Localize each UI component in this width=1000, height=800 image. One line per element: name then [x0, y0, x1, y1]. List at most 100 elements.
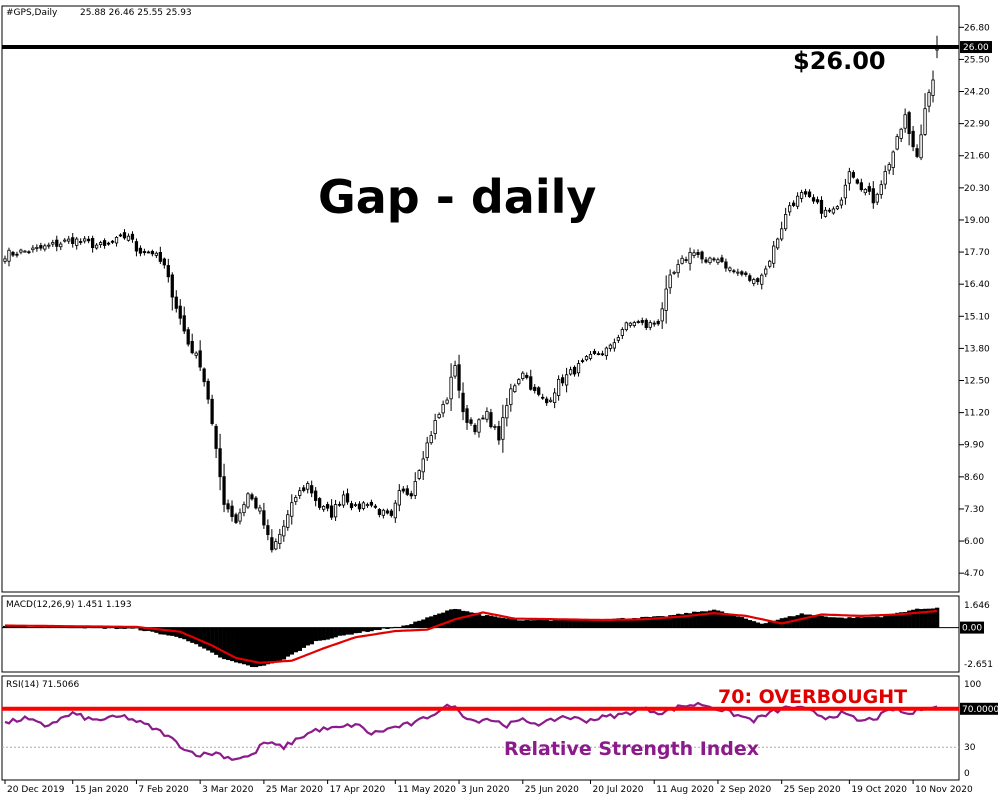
- candle-body: [206, 380, 210, 400]
- macd-histogram-bar: [249, 627, 255, 668]
- price-tick-label: 16.40: [964, 280, 990, 290]
- macd-histogram-bar: [672, 614, 677, 628]
- macd-tick-label: 1.646: [964, 601, 990, 611]
- candle-body: [521, 372, 525, 379]
- candle-body: [871, 188, 875, 204]
- candle-body: [748, 275, 752, 281]
- candle-body: [513, 385, 517, 393]
- candle-body: [35, 246, 39, 249]
- macd-histogram-bar: [381, 627, 386, 629]
- macd-histogram-bar: [516, 620, 522, 628]
- macd-histogram-bar: [210, 627, 215, 653]
- price-tick-label: 22.90: [964, 120, 990, 130]
- macd-histogram-bar: [301, 627, 307, 648]
- macd-histogram-bar: [297, 627, 303, 651]
- candle-body: [122, 232, 127, 239]
- candle-body: [314, 490, 318, 501]
- candle-body: [469, 419, 473, 424]
- candle-body: [529, 376, 533, 390]
- candle-body: [453, 365, 457, 377]
- candle-body: [549, 399, 553, 402]
- price-tick-label: 24.20: [964, 88, 990, 98]
- macd-histogram-bar: [871, 616, 876, 628]
- price-tick-label: 26.80: [964, 23, 990, 33]
- x-tick-label: 17 Apr 2020: [330, 785, 386, 795]
- macd-histogram-bar: [345, 627, 350, 635]
- candle-body: [660, 308, 664, 322]
- macd-histogram-bar: [357, 627, 362, 633]
- candle-body: [592, 350, 597, 354]
- candle-body: [568, 369, 573, 375]
- overbought-annotation: 70: OVERBOUGHT: [718, 686, 907, 708]
- macd-histogram-bar: [735, 616, 741, 628]
- price-tick-label: 19.00: [964, 216, 990, 226]
- candle-body: [533, 386, 537, 391]
- macd-histogram-bar: [692, 611, 697, 628]
- candle-body: [803, 191, 808, 195]
- macd-histogram-bar: [831, 617, 836, 628]
- y-axis-ticks: 26.80 25.50 24.20 22.90 21.60 20.30 19.00 17.70…: [960, 23, 999, 779]
- candle-body: [883, 171, 887, 185]
- macd-histogram-bar: [110, 627, 115, 629]
- x-tick-label: 10 Nov 2020: [915, 785, 973, 795]
- macd-histogram-bar: [377, 627, 382, 630]
- candle-body: [672, 271, 676, 274]
- macd-histogram-bar: [488, 615, 494, 628]
- candle-body: [620, 329, 624, 336]
- macd-histogram-bar: [130, 627, 135, 629]
- candle-body: [118, 234, 123, 237]
- candle-body: [182, 315, 186, 332]
- macd-histogram-bar: [540, 620, 545, 628]
- macd-histogram-bar: [556, 620, 561, 628]
- candle-body: [349, 503, 354, 509]
- candle-body: [298, 490, 302, 496]
- price-tick-label: 12.50: [964, 377, 990, 387]
- macd-histogram-bar: [385, 627, 390, 629]
- candle-body: [704, 259, 708, 263]
- candle-body: [799, 192, 804, 199]
- macd-histogram-bar: [313, 627, 318, 642]
- candle-body: [7, 249, 11, 262]
- macd-histogram-bar: [38, 626, 44, 628]
- macd-histogram-bar: [433, 614, 438, 628]
- macd-histogram-bar: [751, 621, 757, 628]
- x-tick-label: 25 Jun 2020: [525, 785, 579, 795]
- macd-histogram-bar: [293, 627, 299, 653]
- candle-body: [752, 279, 756, 284]
- macd-histogram-bar: [839, 617, 844, 628]
- macd-histogram-bar: [86, 627, 91, 628]
- macd-histogram-bar: [445, 610, 450, 628]
- rsi-tick-label: 30: [964, 743, 976, 753]
- candle-body: [493, 426, 497, 428]
- macd-histogram-bar: [588, 619, 593, 628]
- candle-body: [166, 265, 170, 278]
- candle-body: [923, 108, 927, 135]
- macd-histogram-bar: [600, 619, 605, 628]
- candle-body: [322, 506, 326, 510]
- macd-histogram-bar: [122, 627, 127, 629]
- macd-histogram-bar: [476, 614, 482, 628]
- candle-body: [640, 320, 644, 323]
- macd-histogram-bar: [700, 611, 705, 628]
- candle-body: [632, 322, 636, 326]
- candle-body: [740, 271, 744, 275]
- candle-body: [254, 497, 258, 509]
- macd-histogram-bar: [795, 615, 800, 628]
- candle-body: [465, 408, 469, 423]
- macd-histogram-bar: [528, 620, 534, 628]
- macd-histogram-bar: [843, 618, 848, 628]
- macd-histogram-bar: [827, 617, 832, 628]
- x-tick-label: 25 Mar 2020: [266, 785, 323, 795]
- price-tick-label: 11.20: [964, 409, 990, 419]
- candle-body: [875, 193, 879, 203]
- candle-body: [63, 239, 67, 242]
- macd-histogram-bar: [715, 610, 721, 628]
- macd-histogram-bar: [269, 627, 275, 664]
- candle-body: [3, 258, 7, 262]
- macd-histogram-bar: [576, 619, 581, 628]
- macd-histogram-bar: [743, 618, 749, 628]
- rsi-caption: Relative Strength Index: [504, 738, 759, 760]
- candle-body: [222, 476, 226, 505]
- candle-body: [473, 424, 477, 433]
- candle-body: [302, 487, 306, 491]
